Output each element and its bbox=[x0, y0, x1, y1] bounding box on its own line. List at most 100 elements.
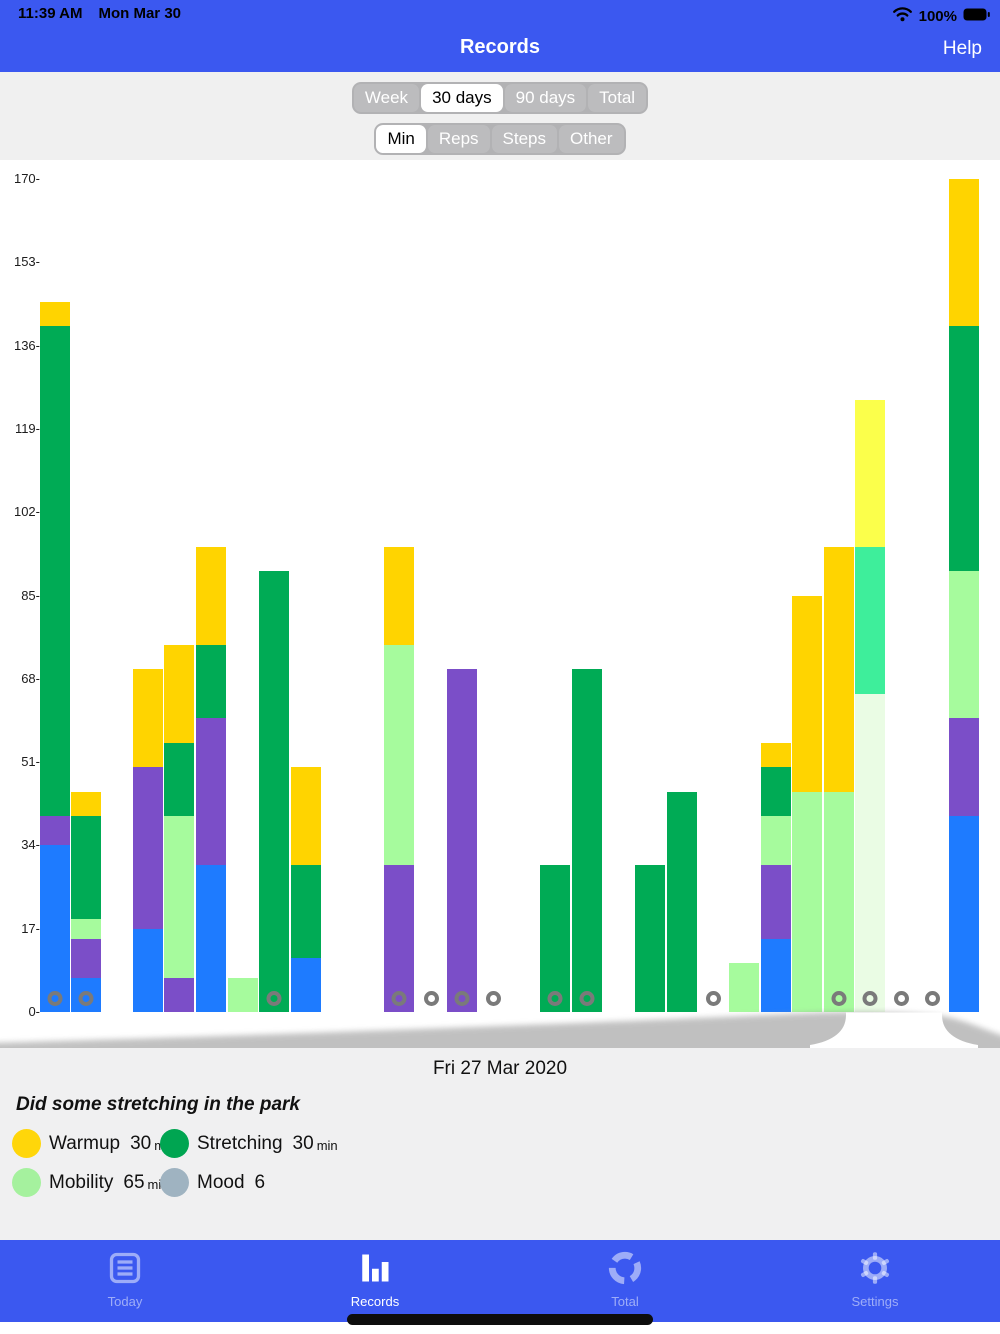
mood-ring bbox=[579, 991, 595, 1006]
segment-steps[interactable]: Steps bbox=[491, 125, 558, 153]
bar-day-11[interactable] bbox=[540, 865, 570, 1012]
bar-segment-stretching bbox=[71, 816, 101, 919]
bar-segment-warmup bbox=[384, 546, 414, 645]
tab-total[interactable]: Total bbox=[500, 1240, 750, 1322]
bar-day-14[interactable] bbox=[667, 791, 697, 1012]
bar-day-2[interactable] bbox=[71, 791, 101, 1012]
bar-day-8[interactable] bbox=[291, 767, 321, 1012]
y-axis-tick-153: 153- bbox=[13, 254, 40, 270]
battery-percent-label: 100% bbox=[918, 7, 957, 25]
bar-segment-stretching bbox=[572, 669, 602, 1012]
controls-strip: Week 30 days 90 days Total Min Reps Steps Othe… bbox=[0, 72, 1000, 160]
bar-chart-icon bbox=[357, 1250, 393, 1291]
bar-segment-purple bbox=[133, 767, 163, 929]
bar-segment-blue bbox=[40, 845, 70, 1012]
bar-day-15[interactable] bbox=[729, 963, 759, 1012]
bar-segment-purple bbox=[761, 865, 791, 939]
date-label: Mon Mar 30 bbox=[98, 5, 181, 22]
status-bar-right: 100% bbox=[892, 6, 990, 26]
bar-segment-mobility bbox=[164, 816, 194, 978]
bar-segment-blue bbox=[761, 938, 791, 1012]
gear-icon bbox=[857, 1250, 893, 1291]
bar-segment-warmup bbox=[761, 742, 791, 767]
bar-day-10[interactable] bbox=[447, 669, 477, 1012]
mood-ring bbox=[47, 991, 63, 1006]
bar-day-1[interactable] bbox=[40, 301, 70, 1012]
bar-segment-warmup bbox=[291, 767, 321, 866]
warmup-swatch bbox=[12, 1129, 41, 1158]
legend-item-warmup: Warmup30min bbox=[12, 1129, 175, 1158]
bar-segment-blue bbox=[949, 816, 979, 1012]
bar-segment-stretching bbox=[949, 326, 979, 571]
bar-segment-stretching bbox=[761, 767, 791, 816]
tab-today[interactable]: Today bbox=[0, 1240, 250, 1322]
bar-day-18[interactable] bbox=[824, 546, 854, 1012]
bar-segment-warmup bbox=[164, 644, 194, 743]
bar-segment-stretching bbox=[196, 644, 226, 718]
mood-ring bbox=[706, 991, 721, 1006]
range-segmented-control: Week 30 days 90 days Total bbox=[351, 82, 649, 114]
bar-day-20[interactable] bbox=[949, 179, 979, 1012]
help-button[interactable]: Help bbox=[942, 38, 982, 59]
segment-90-days[interactable]: 90 days bbox=[504, 84, 587, 112]
bar-segment-blue bbox=[133, 928, 163, 1012]
y-axis-tick-17: 17- bbox=[21, 920, 40, 936]
bar-segment-warmup bbox=[71, 791, 101, 817]
bottom-strip bbox=[0, 1322, 1000, 1334]
bar-segment-stretching bbox=[540, 865, 570, 1012]
segment-min[interactable]: Min bbox=[376, 125, 426, 153]
bar-day-13[interactable] bbox=[635, 865, 665, 1012]
y-axis-tick-51: 51- bbox=[21, 754, 40, 770]
bar-day-5[interactable] bbox=[196, 546, 226, 1012]
segment-reps[interactable]: Reps bbox=[427, 125, 490, 153]
mood-ring bbox=[266, 991, 282, 1006]
legend-value: 6 bbox=[254, 1171, 266, 1193]
bar-segment-purple bbox=[949, 718, 979, 816]
tab-label: Settings bbox=[851, 1294, 899, 1309]
bar-day-12[interactable] bbox=[572, 669, 602, 1012]
tab-settings[interactable]: Settings bbox=[750, 1240, 1000, 1322]
mood-ring bbox=[925, 991, 940, 1006]
tab-label: Total bbox=[611, 1294, 639, 1309]
y-axis-tick-119: 119- bbox=[14, 420, 40, 436]
legend-unit: min bbox=[316, 1138, 338, 1153]
tab-bar: Today Records Total Settings bbox=[0, 1240, 1000, 1322]
legend-value: 30 bbox=[292, 1132, 314, 1154]
bar-segment-blue bbox=[291, 958, 321, 1012]
bar-segment-warmup bbox=[824, 546, 854, 792]
bar-day-6[interactable] bbox=[228, 977, 258, 1012]
bar-day-19-selected[interactable] bbox=[855, 399, 885, 1012]
tab-label: Today bbox=[107, 1294, 143, 1309]
ring-icon bbox=[607, 1250, 643, 1291]
segment-other[interactable]: Other bbox=[559, 125, 624, 153]
bar-day-17[interactable] bbox=[792, 595, 822, 1012]
bar-day-4[interactable] bbox=[164, 644, 194, 1012]
segment-week[interactable]: Week bbox=[353, 84, 420, 112]
legend-value: 30 bbox=[130, 1132, 152, 1154]
y-axis-tick-68: 68- bbox=[21, 670, 40, 686]
segment-30-days[interactable]: 30 days bbox=[421, 84, 503, 112]
bar-segment-blue bbox=[196, 865, 226, 1012]
bar-day-7[interactable] bbox=[259, 571, 289, 1012]
mood-ring bbox=[391, 991, 407, 1006]
legend-label: Mobility bbox=[49, 1171, 114, 1193]
tab-records[interactable]: Records bbox=[250, 1240, 500, 1322]
home-indicator[interactable] bbox=[347, 1314, 653, 1325]
bar-day-3[interactable] bbox=[133, 669, 163, 1012]
mood-ring bbox=[831, 991, 847, 1006]
legend-label: Warmup bbox=[49, 1132, 121, 1154]
segment-total[interactable]: Total bbox=[588, 84, 647, 112]
bar-segment-stretching bbox=[164, 742, 194, 817]
y-axis-tick-170: 170- bbox=[13, 171, 40, 186]
bar-segment-mobility bbox=[228, 977, 258, 1012]
y-axis-tick-0: 0- bbox=[28, 1004, 40, 1019]
bar-segment-stretching bbox=[40, 326, 70, 817]
y-axis-tick-85: 85- bbox=[21, 587, 40, 603]
bar-segment-purple bbox=[164, 977, 194, 1012]
bar-segment-purple bbox=[40, 816, 70, 846]
bar-segment-mobility bbox=[792, 791, 822, 1012]
bar-day-16[interactable] bbox=[761, 742, 791, 1012]
legend-label: Stretching bbox=[197, 1132, 283, 1154]
bar-day-9[interactable] bbox=[384, 546, 414, 1012]
